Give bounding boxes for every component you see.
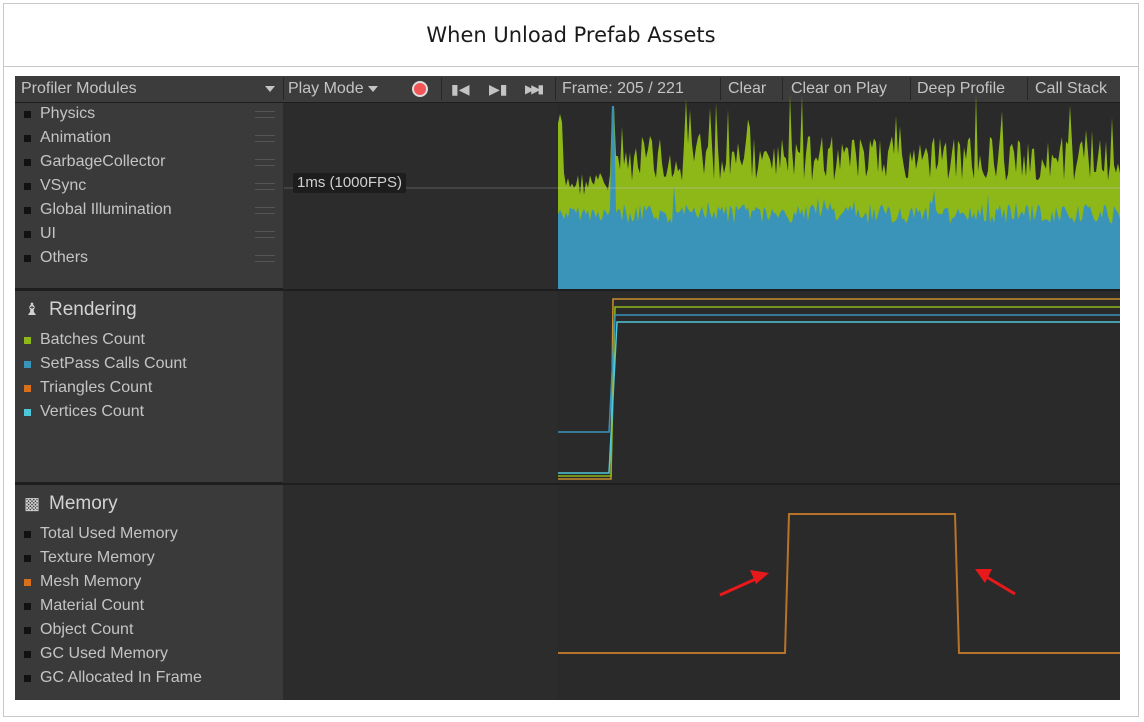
memory-chart-empty-area xyxy=(283,485,557,700)
memory-chip-icon: ▩ xyxy=(23,494,41,513)
rendering-chart-empty-area xyxy=(283,291,557,483)
legend-item-gc-allocated-in-frame[interactable]: GC Allocated In Frame xyxy=(40,669,202,686)
legend-swatch xyxy=(24,531,31,538)
legend-swatch xyxy=(24,603,31,610)
rendering-module-title: ♝ Rendering xyxy=(21,297,137,323)
legend-item-animation[interactable]: Animation xyxy=(40,129,112,146)
cpu-module-legend[interactable]: Physics Animation GarbageCollector VSync… xyxy=(15,103,283,289)
memory-module-title: ▩ Memory xyxy=(21,491,118,517)
caption-row: When Unload Prefab Assets xyxy=(4,4,1138,67)
legend-swatch xyxy=(24,207,31,214)
legend-swatch xyxy=(24,385,31,392)
drag-handle-icon[interactable] xyxy=(255,159,275,166)
legend-item-material-count[interactable]: Material Count xyxy=(40,597,145,614)
play-mode-label: Play Mode xyxy=(288,80,364,97)
profiler-window: Profiler Modules Play Mode ▮◀ ▶▮ ▶▶▮ Fra… xyxy=(15,76,1120,700)
profiler-charts[interactable] xyxy=(15,76,1120,700)
drag-handle-icon[interactable] xyxy=(255,255,275,262)
previous-frame-icon[interactable]: ▮◀ xyxy=(451,81,470,97)
play-mode-dropdown[interactable]: Play Mode xyxy=(288,76,378,102)
legend-swatch xyxy=(24,111,31,118)
rendering-module-legend[interactable]: ♝ Rendering Batches Count SetPass Calls C… xyxy=(15,290,283,483)
legend-swatch xyxy=(24,135,31,142)
frame-counter: Frame: 205 / 221 xyxy=(562,80,684,97)
legend-item-physics[interactable]: Physics xyxy=(40,105,96,122)
figure-frame: When Unload Prefab Assets xyxy=(3,3,1139,717)
legend-swatch xyxy=(24,159,31,166)
profiler-modules-dropdown[interactable]: Profiler Modules xyxy=(21,76,137,102)
rendering-icon: ♝ xyxy=(24,300,40,319)
legend-swatch xyxy=(24,675,31,682)
legend-item-total-used-memory[interactable]: Total Used Memory xyxy=(40,525,178,542)
mesh-memory-line xyxy=(558,513,1120,654)
legend-item-others[interactable]: Others xyxy=(40,249,89,266)
module-list-panel: Physics Animation GarbageCollector VSync… xyxy=(15,103,283,700)
legend-swatch xyxy=(24,579,31,586)
legend-item-batches-count[interactable]: Batches Count xyxy=(40,331,145,348)
legend-swatch xyxy=(24,409,31,416)
module-divider xyxy=(15,289,1120,291)
legend-item-setpass-calls-count[interactable]: SetPass Calls Count xyxy=(40,355,187,372)
legend-item-object-count[interactable]: Object Count xyxy=(40,621,134,638)
memory-module-legend[interactable]: ▩ Memory Total Used Memory Texture Memory… xyxy=(15,484,283,700)
legend-item-texture-memory[interactable]: Texture Memory xyxy=(40,549,155,566)
current-frame-icon[interactable]: ▶▶▮ xyxy=(525,82,544,96)
legend-swatch xyxy=(24,337,31,344)
drag-handle-icon[interactable] xyxy=(255,231,275,238)
legend-item-global-illumination[interactable]: Global Illumination xyxy=(40,201,172,218)
clear-on-play-button[interactable]: Clear on Play xyxy=(791,80,888,97)
legend-item-gc-used-memory[interactable]: GC Used Memory xyxy=(40,645,169,662)
module-divider xyxy=(15,483,1120,485)
legend-swatch xyxy=(24,361,31,368)
legend-item-vertices-count[interactable]: Vertices Count xyxy=(40,403,145,420)
profiler-toolbar: Profiler Modules Play Mode ▮◀ ▶▮ ▶▶▮ Fra… xyxy=(15,76,1120,103)
annotation-arrow-left xyxy=(719,570,769,597)
legend-item-mesh-memory[interactable]: Mesh Memory xyxy=(40,573,142,590)
modules-dropdown-chevron-icon[interactable] xyxy=(265,76,275,102)
drag-handle-icon[interactable] xyxy=(255,135,275,142)
legend-item-vsync[interactable]: VSync xyxy=(40,177,87,194)
annotation-arrow-right xyxy=(975,569,1016,596)
legend-swatch xyxy=(24,183,31,190)
triangles-count-line xyxy=(558,298,1120,480)
drag-handle-icon[interactable] xyxy=(255,183,275,190)
legend-swatch xyxy=(24,555,31,562)
clear-button[interactable]: Clear xyxy=(728,80,767,97)
legend-swatch xyxy=(24,627,31,634)
drag-handle-icon[interactable] xyxy=(255,207,275,214)
fps-label: 1ms (1000FPS) xyxy=(293,173,407,193)
deep-profile-button[interactable]: Deep Profile xyxy=(917,80,1006,97)
record-icon[interactable] xyxy=(412,81,428,97)
legend-swatch xyxy=(24,651,31,658)
rendering-title-text: Rendering xyxy=(49,299,137,320)
legend-item-garbagecollector[interactable]: GarbageCollector xyxy=(40,153,166,170)
batches-count-line xyxy=(558,306,1120,477)
chevron-down-icon xyxy=(367,85,378,92)
legend-item-ui[interactable]: UI xyxy=(40,225,56,242)
cpu-chart-empty-area xyxy=(283,103,557,289)
memory-title-text: Memory xyxy=(49,493,118,514)
setpass-calls-line xyxy=(558,314,1120,433)
vertices-count-line xyxy=(558,321,1120,474)
caption: When Unload Prefab Assets xyxy=(426,23,716,47)
legend-item-triangles-count[interactable]: Triangles Count xyxy=(40,379,153,396)
next-frame-icon[interactable]: ▶▮ xyxy=(489,81,508,97)
profiler-modules-label: Profiler Modules xyxy=(21,80,137,97)
legend-swatch xyxy=(24,255,31,262)
drag-handle-icon[interactable] xyxy=(255,111,275,118)
legend-swatch xyxy=(24,231,31,238)
call-stack-button[interactable]: Call Stack xyxy=(1035,80,1108,97)
cpu-blue-area xyxy=(558,106,1120,289)
